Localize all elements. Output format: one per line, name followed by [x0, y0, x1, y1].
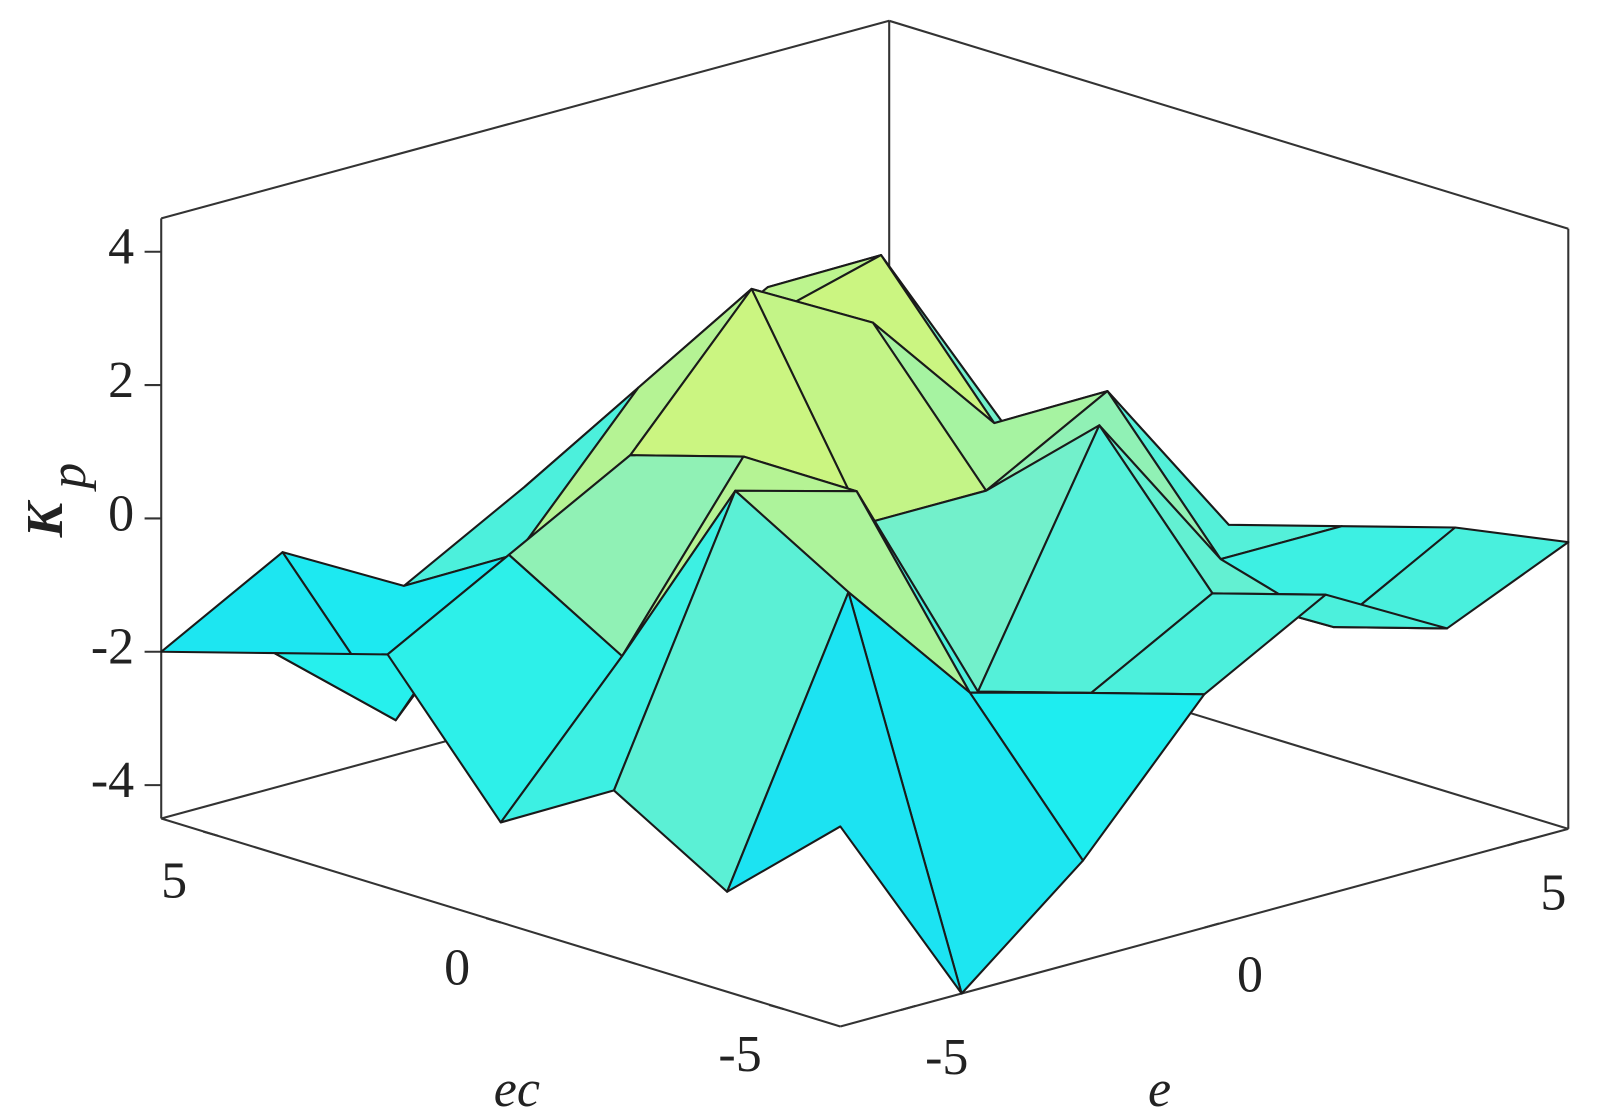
- x-tick-label: -5: [925, 1029, 968, 1086]
- x-tick: [1507, 840, 1523, 847]
- z-axis-label-sub: p: [40, 463, 97, 493]
- y-tick-label: 0: [444, 939, 470, 996]
- y-tick: [768, 1003, 785, 1011]
- z-tick-label: -2: [91, 619, 134, 676]
- z-tick-label: 0: [108, 485, 134, 542]
- y-tick-label: 5: [161, 853, 187, 910]
- y-tick-label: -5: [718, 1026, 761, 1083]
- z-tick-label: 4: [108, 219, 134, 276]
- x-tick-label: 5: [1540, 864, 1566, 921]
- x-tick-label: 0: [1237, 947, 1263, 1004]
- z-tick-label: 2: [108, 352, 134, 409]
- labels: ec e K p: [17, 463, 1171, 1118]
- x-axis-label: e: [1148, 1061, 1171, 1118]
- z-axis-label: K p: [17, 463, 97, 539]
- z-axis-label-main: K: [17, 499, 74, 538]
- x-tick: [900, 1004, 916, 1011]
- axes-box: -4 -2 0 2 4 -5 0 5 -5 0 5: [91, 19, 1570, 1086]
- y-tick: [202, 830, 219, 837]
- y-tick: [485, 917, 502, 924]
- axis-edge: [160, 19, 890, 220]
- z-tick-label: -4: [91, 752, 134, 809]
- x-tick: [1204, 922, 1220, 929]
- axis-edge: [888, 19, 1569, 230]
- surface-face: [726, 591, 963, 995]
- surface: [160, 254, 1570, 995]
- y-axis-label: ec: [494, 1061, 540, 1118]
